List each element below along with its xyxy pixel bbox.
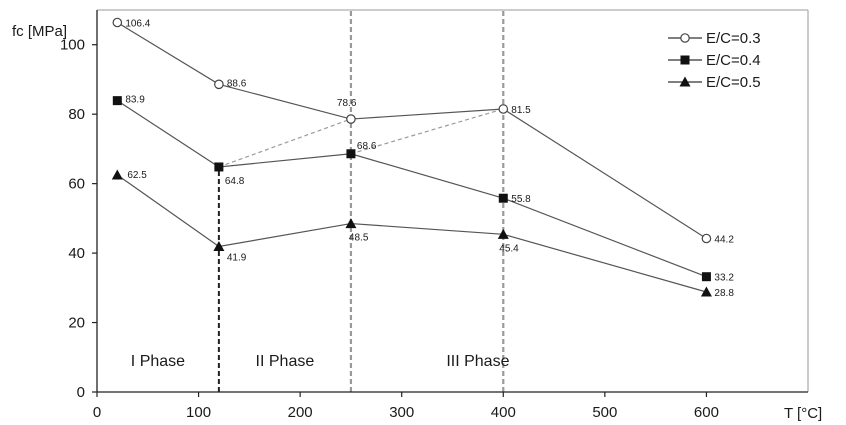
y-tick-label: 100 bbox=[60, 37, 85, 54]
series-line bbox=[116, 100, 707, 278]
data-label: 41.9 bbox=[227, 252, 247, 263]
data-label: 81.5 bbox=[511, 105, 531, 116]
dashed-link-line bbox=[350, 108, 504, 155]
dashed-link-line bbox=[218, 118, 352, 168]
data-label: 44.2 bbox=[714, 235, 734, 246]
data-label: 62.5 bbox=[127, 170, 147, 181]
phase-label: III Phase bbox=[446, 353, 509, 370]
legend-marker bbox=[680, 33, 690, 43]
legend-marker bbox=[680, 55, 690, 65]
phase-label: II Phase bbox=[256, 353, 315, 370]
x-tick-label: 600 bbox=[694, 404, 719, 421]
data-point-marker bbox=[213, 240, 225, 251]
data-point-marker bbox=[214, 79, 224, 90]
series-line bbox=[116, 174, 707, 293]
data-label: 68.6 bbox=[357, 141, 377, 152]
x-tick-label: 400 bbox=[491, 404, 516, 421]
y-tick-label: 80 bbox=[68, 106, 85, 123]
label-layer: I Phase II Phase III Phase 106.4 88.6 78.6 81.… bbox=[125, 19, 734, 370]
data-label: 45.4 bbox=[499, 243, 519, 254]
data-point-marker bbox=[700, 286, 712, 297]
data-label: 88.6 bbox=[227, 78, 247, 89]
data-label: 78.6 bbox=[337, 98, 357, 109]
legend-entry: E/C=0.5 bbox=[668, 74, 761, 91]
legend-entry: E/C=0.4 bbox=[668, 52, 761, 69]
x-tick-label: 100 bbox=[186, 404, 211, 421]
axes: 0 20 40 60 80 100 0 100 200 300 400 500 600 fc [MPa] T… bbox=[12, 9, 822, 422]
data-label: 33.2 bbox=[714, 273, 734, 284]
y-tick-label: 20 bbox=[68, 315, 85, 332]
data-point-marker bbox=[112, 17, 123, 28]
data-point-marker bbox=[214, 162, 224, 172]
y-axis-title: fc [MPa] bbox=[12, 23, 67, 40]
legend: E/C=0.3 E/C=0.4 E/C=0.5 bbox=[668, 30, 761, 91]
data-label: 48.5 bbox=[349, 233, 369, 244]
data-point-marker bbox=[498, 193, 508, 203]
data-label: 83.9 bbox=[125, 95, 145, 106]
series-filled-triangle bbox=[111, 169, 712, 297]
series-layer bbox=[111, 17, 712, 297]
x-tick-label: 200 bbox=[288, 404, 313, 421]
data-label: 106.4 bbox=[125, 19, 150, 30]
x-tick-label: 500 bbox=[592, 404, 617, 421]
y-tick-label: 60 bbox=[68, 176, 85, 193]
data-point-marker bbox=[111, 169, 123, 180]
legend-marker bbox=[679, 76, 691, 87]
data-point-marker bbox=[497, 228, 509, 239]
x-tick-label: 0 bbox=[93, 404, 101, 421]
phase-label: I Phase bbox=[131, 353, 185, 370]
data-point-marker bbox=[346, 114, 356, 124]
data-point-marker bbox=[498, 104, 509, 114]
data-point-marker bbox=[701, 272, 711, 282]
data-point-marker bbox=[345, 218, 357, 229]
x-axis-title: T [°C] bbox=[784, 405, 822, 422]
series-line bbox=[117, 21, 707, 240]
legend-label: E/C=0.5 bbox=[706, 74, 761, 91]
data-point-marker bbox=[346, 149, 356, 159]
y-tick-label: 40 bbox=[68, 245, 85, 262]
legend-label: E/C=0.4 bbox=[706, 52, 761, 69]
data-label: 64.8 bbox=[225, 176, 245, 187]
phase-boundary-layer bbox=[217, 10, 505, 392]
data-point-marker bbox=[112, 96, 122, 106]
series-filled-square bbox=[112, 96, 711, 282]
x-tick-label: 300 bbox=[389, 404, 414, 421]
data-label: 28.8 bbox=[714, 288, 734, 299]
legend-label: E/C=0.3 bbox=[706, 30, 761, 47]
data-point-marker bbox=[701, 233, 712, 244]
data-label: 55.8 bbox=[511, 194, 531, 205]
y-tick-label: 0 bbox=[77, 384, 85, 401]
legend-entry: E/C=0.3 bbox=[668, 30, 761, 47]
series-open-circle bbox=[112, 17, 712, 244]
